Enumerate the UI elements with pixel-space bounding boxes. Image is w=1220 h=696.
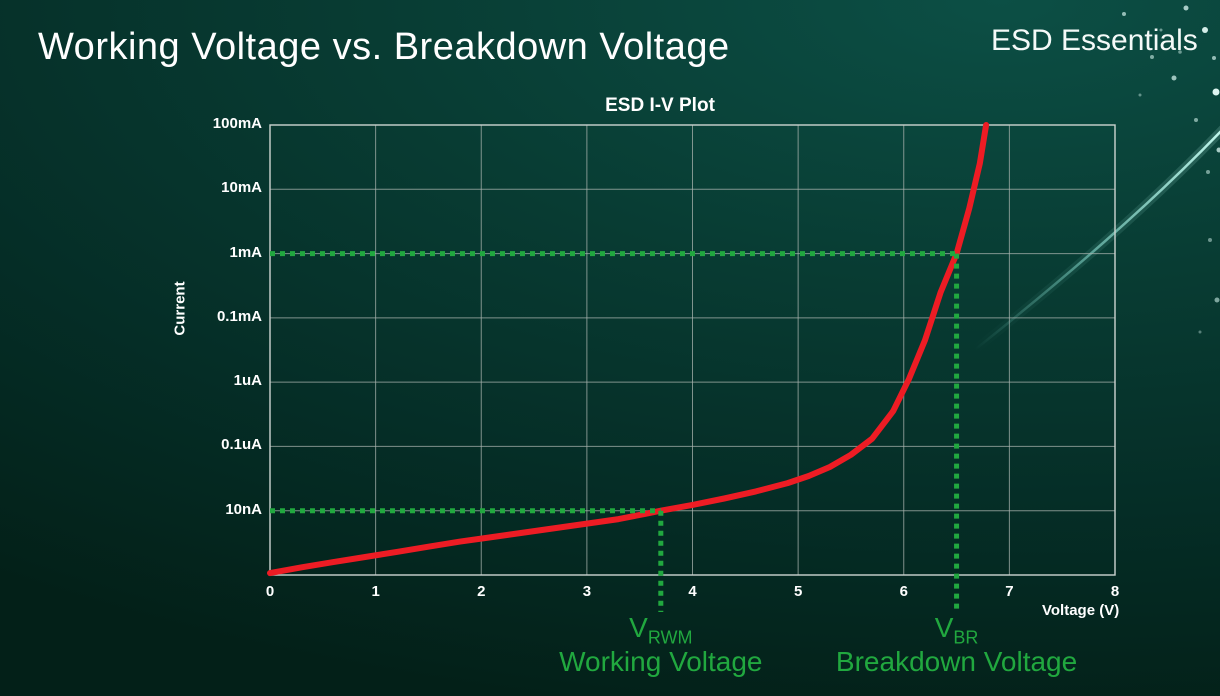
vrwm-caption: Working Voltage [559, 646, 763, 677]
y-tick-label: 1mA [229, 243, 262, 261]
iv-curve [267, 122, 990, 577]
y-tick-label: 100mA [212, 115, 262, 132]
y-tick-label: 0.1mA [216, 307, 262, 325]
vbr-caption: Breakdown Voltage [835, 646, 1078, 677]
x-tick-label: 8 [1110, 583, 1120, 600]
page-title: Working Voltage vs. Breakdown Voltage [38, 26, 730, 68]
y-tick-label: 10nA [225, 500, 262, 518]
vrwm-label: VRWM [629, 612, 692, 649]
x-tick-label: 3 [582, 583, 592, 600]
y-tick-label: 1uA [233, 372, 262, 390]
brand-text: ESD Essentials [991, 24, 1198, 57]
x-axis-label: Voltage (V) [1042, 602, 1120, 619]
vrwm-symbol: V [629, 612, 648, 643]
chart-title: ESD I-V Plot [605, 95, 715, 116]
y-tick-label: 0.1uA [221, 436, 262, 454]
x-tick-label: 0 [265, 583, 275, 600]
decorative-swoosh [969, 125, 1220, 356]
y-tick-label: 10mA [221, 179, 262, 197]
vbr-symbol: V [934, 612, 954, 643]
x-tick-label: 2 [477, 583, 486, 600]
x-tick-label: 5 [793, 583, 803, 600]
plot-border [269, 124, 1116, 576]
vbr-subscript: BR [953, 627, 979, 648]
vbr-label: VBR [935, 612, 979, 649]
x-tick-label: 4 [688, 583, 697, 600]
x-tick-label: 7 [1005, 583, 1014, 600]
x-tick-label: 6 [899, 583, 908, 600]
vrwm-subscript: RWM [647, 627, 693, 648]
x-tick-label: 1 [371, 583, 380, 600]
decorative-dots [1098, 5, 1220, 334]
